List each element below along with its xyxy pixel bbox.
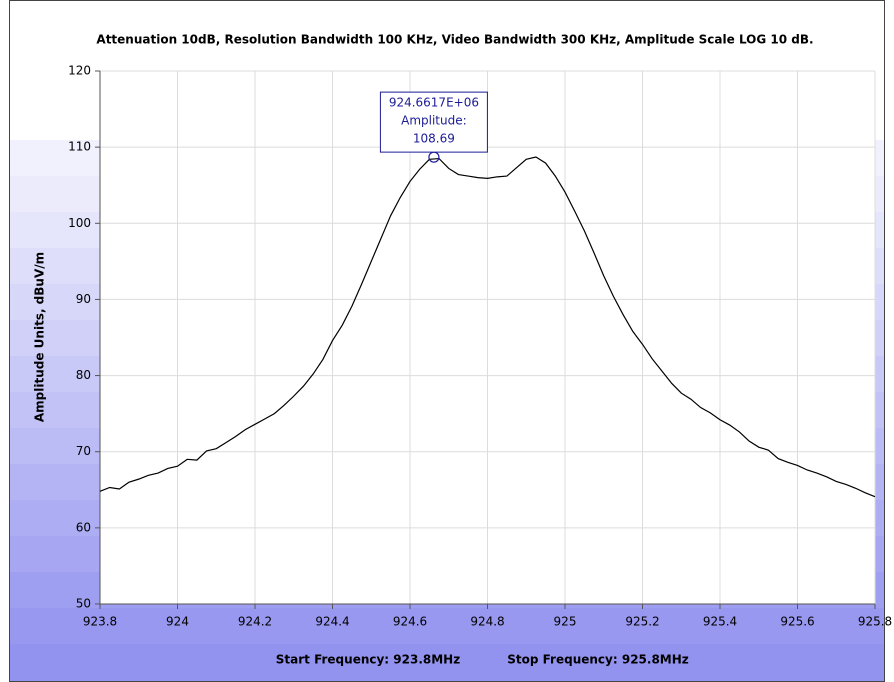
start-frequency: Start Frequency: 923.8MHz [276, 653, 460, 667]
x-tick-label: 925.6 [780, 615, 814, 629]
stop-frequency: Stop Frequency: 925.8MHz [507, 653, 689, 667]
x-tick-label: 924.2 [238, 615, 272, 629]
x-tick-label: 923.8 [83, 615, 117, 629]
spectrum-line [99, 156, 876, 498]
x-tick-label: 924.8 [470, 615, 504, 629]
x-tick-label: 924.4 [315, 615, 349, 629]
annotation-box [379, 91, 488, 153]
marks [99, 91, 876, 498]
annotation-label: Amplitude: [401, 114, 467, 128]
y-tick-label: 110 [68, 140, 91, 154]
y-tick-label: 50 [76, 597, 91, 611]
x-tick-label: 925.2 [625, 615, 659, 629]
y-tick-label: 100 [68, 216, 91, 230]
annotation-frequency: 924.6617E+06 [389, 96, 479, 110]
x-tick-label: 925.8 [858, 615, 892, 629]
y-tick-label: 70 [76, 444, 91, 458]
y-tick-label: 80 [76, 368, 91, 382]
y-axis-label: Amplitude Units, dBuV/m [33, 252, 47, 422]
y-tick-label: 60 [76, 520, 91, 534]
x-tick-label: 925.4 [703, 615, 737, 629]
y-tick-label: 120 [68, 64, 91, 78]
chart-title: Attenuation 10dB, Resolution Bandwidth 1… [96, 33, 813, 47]
x-tick-label: 924 [166, 615, 189, 629]
annotation-amplitude: 108.69 [413, 132, 455, 146]
x-tick-label: 924.6 [393, 615, 427, 629]
x-tick-label: 925 [554, 615, 577, 629]
y-tick-label: 90 [76, 292, 91, 306]
